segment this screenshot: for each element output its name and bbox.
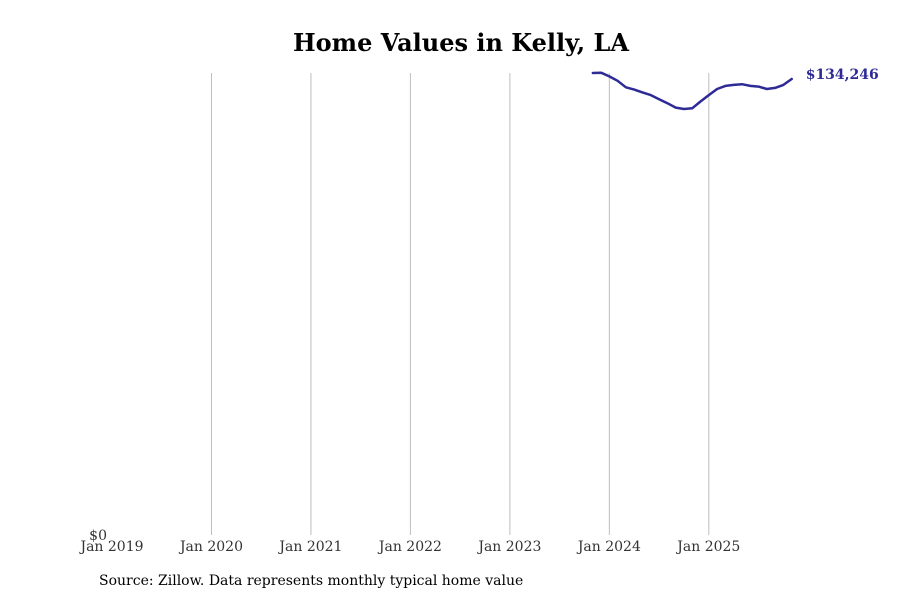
y-tick-label: $0 <box>89 528 107 544</box>
x-tick-label: Jan 2020 <box>178 539 243 555</box>
gridlines <box>210 73 710 535</box>
x-tick-label: Jan 2021 <box>277 539 342 555</box>
chart-title: Home Values in Kelly, LA <box>293 28 629 57</box>
series-group: $134,246 <box>591 67 879 111</box>
x-tick-label: Jan 2023 <box>476 539 541 555</box>
end-value-label: $134,246 <box>806 67 879 83</box>
x-tick-label: Jan 2022 <box>377 539 442 555</box>
x-axis-ticks: Jan 2019 Jan 2020 Jan 2021 Jan 2022 Jan 2023… <box>78 539 740 555</box>
series-line <box>591 71 793 111</box>
y-axis-ticks: $0 <box>89 528 107 544</box>
source-note: Source: Zillow. Data represents monthly … <box>99 573 524 589</box>
x-tick-label: Jan 2024 <box>576 539 641 555</box>
x-tick-label: Jan 2019 <box>78 539 143 555</box>
x-tick-label: Jan 2025 <box>675 539 740 555</box>
